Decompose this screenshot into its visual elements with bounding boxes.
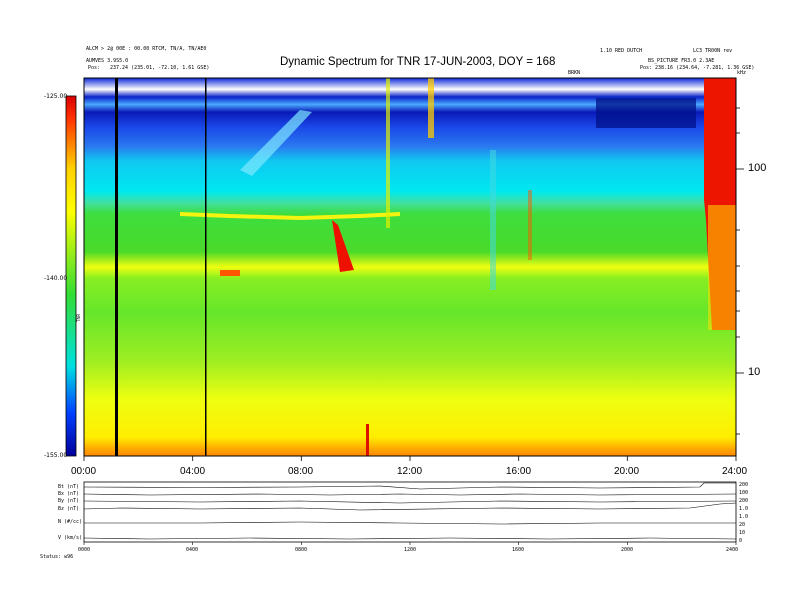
left-position-label: Pos: xyxy=(88,65,101,71)
panel-label-bx: Bx (nT) xyxy=(58,491,80,497)
header-info-line-1: ALCM > 2@ 00E : 00.00 RTCM, TN/A, TN/AE0 xyxy=(86,46,207,52)
header-right-line-2: BS_PICTURE FR3.0 2.3AE xyxy=(648,58,715,64)
panel-right-label: 1.0 xyxy=(739,506,749,512)
colorbar-tick-bottom: -155.00 xyxy=(44,452,68,459)
y-tick-label-100: 100 xyxy=(748,162,767,174)
trace-n xyxy=(84,521,736,525)
panel-x-tick-label: 0000 xyxy=(78,547,91,553)
panel-x-tick-label: 2000 xyxy=(621,547,634,553)
x-tick-label-1: 04:00 xyxy=(180,466,206,477)
panel-right-label: 200 xyxy=(739,498,749,504)
x-tick-label-5: 20:00 xyxy=(614,466,640,477)
trace-v xyxy=(83,537,737,540)
right-position-value: 238.16 (234.64, -7.281, 1.36 GSE) xyxy=(655,65,755,71)
colorbar-label: TNR xyxy=(76,313,81,322)
chart-title: Dynamic Spectrum for TNR 17-JUN-2003, DO… xyxy=(280,56,556,68)
colorbar-tick-top: -125.00 xyxy=(44,93,68,100)
panel-x-ticks xyxy=(83,542,737,545)
y-unit-label: kHz xyxy=(737,70,747,76)
x-tick-label-6: 24:00 xyxy=(722,466,748,477)
x-tick-label-3: 12:00 xyxy=(397,466,423,477)
x-tick-label-4: 16:00 xyxy=(506,466,532,477)
spectrogram xyxy=(84,78,736,456)
header-right-b: LC3 TR00N rev xyxy=(693,48,733,54)
panel-x-tick-label: 0400 xyxy=(186,547,199,553)
panel-x-tick-label: 1200 xyxy=(404,547,417,553)
panel-label-bt: Bt (nT) xyxy=(58,484,80,490)
y-tick-label-10: 10 xyxy=(748,366,761,378)
panel-right-label: 10 xyxy=(739,530,746,536)
trace-bz xyxy=(83,502,737,511)
x-ticks xyxy=(83,456,737,461)
panel-x-tick-label: 0800 xyxy=(295,547,308,553)
panel-x-tick-label: 1600 xyxy=(512,547,525,553)
footer-status: Status: w96 xyxy=(40,554,74,560)
left-position-value: 237.24 (235.01, -72.10, 1.61 GSE) xyxy=(110,65,210,71)
small-marker: BRKN xyxy=(568,70,581,76)
panel-x-tick-label: 2400 xyxy=(726,547,739,553)
panel-right-label: 20 xyxy=(739,522,746,528)
trace-bt xyxy=(83,482,736,490)
panel-label-v: V (km/s) xyxy=(58,535,83,541)
colorbar xyxy=(65,95,77,457)
header-info-line-2: AUMVES 3.9S5.0 xyxy=(86,58,129,64)
trace-bx xyxy=(83,493,737,496)
parameter-panels xyxy=(83,481,737,543)
panel-right-label: 1.0 xyxy=(739,514,749,520)
colorbar-tick-mid: -140.00 xyxy=(44,275,68,282)
trace-by xyxy=(83,500,737,504)
right-position-label: Pos: xyxy=(640,65,653,71)
panel-right-label: 200 xyxy=(739,482,749,488)
panel-right-label: 100 xyxy=(739,490,749,496)
y-ticks xyxy=(736,107,744,435)
x-tick-label-2: 08:00 xyxy=(288,466,314,477)
panel-label-bz: Bz (nT) xyxy=(58,506,80,512)
panel-label-n: N (#/cc) xyxy=(58,519,83,525)
panel-label-by: By (nT) xyxy=(58,498,80,504)
panel-right-label: 0 xyxy=(739,538,743,544)
header-right-a: 1.10 RED DUTCH xyxy=(600,48,643,54)
x-tick-label-0: 00:00 xyxy=(71,466,97,477)
